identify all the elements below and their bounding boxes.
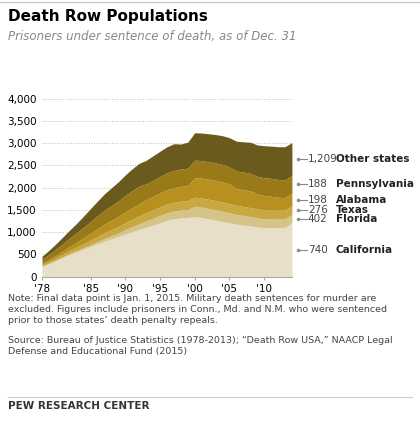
Text: Texas: Texas: [336, 205, 369, 215]
Text: Prisoners under sentence of death, as of Dec. 31: Prisoners under sentence of death, as of…: [8, 30, 297, 43]
Text: 198: 198: [308, 195, 328, 205]
Text: 188: 188: [308, 179, 328, 190]
Text: California: California: [336, 245, 393, 255]
Text: Note: Final data point is Jan. 1, 2015. Military death sentences for murder are
: Note: Final data point is Jan. 1, 2015. …: [8, 294, 387, 325]
Text: PEW RESEARCH CENTER: PEW RESEARCH CENTER: [8, 401, 150, 411]
Text: Alabama: Alabama: [336, 195, 387, 205]
Text: Source: Bureau of Justice Statistics (1978-2013); “Death Row USA,” NAACP Legal
D: Source: Bureau of Justice Statistics (19…: [8, 336, 393, 356]
Text: Other states: Other states: [336, 154, 410, 164]
Text: Florida: Florida: [336, 214, 378, 224]
Text: 276: 276: [308, 205, 328, 215]
Text: Death Row Populations: Death Row Populations: [8, 9, 208, 24]
Text: 740: 740: [308, 245, 328, 255]
Text: 402: 402: [308, 214, 328, 224]
Text: 1,209: 1,209: [308, 154, 338, 164]
Text: Pennsylvania: Pennsylvania: [336, 179, 414, 190]
